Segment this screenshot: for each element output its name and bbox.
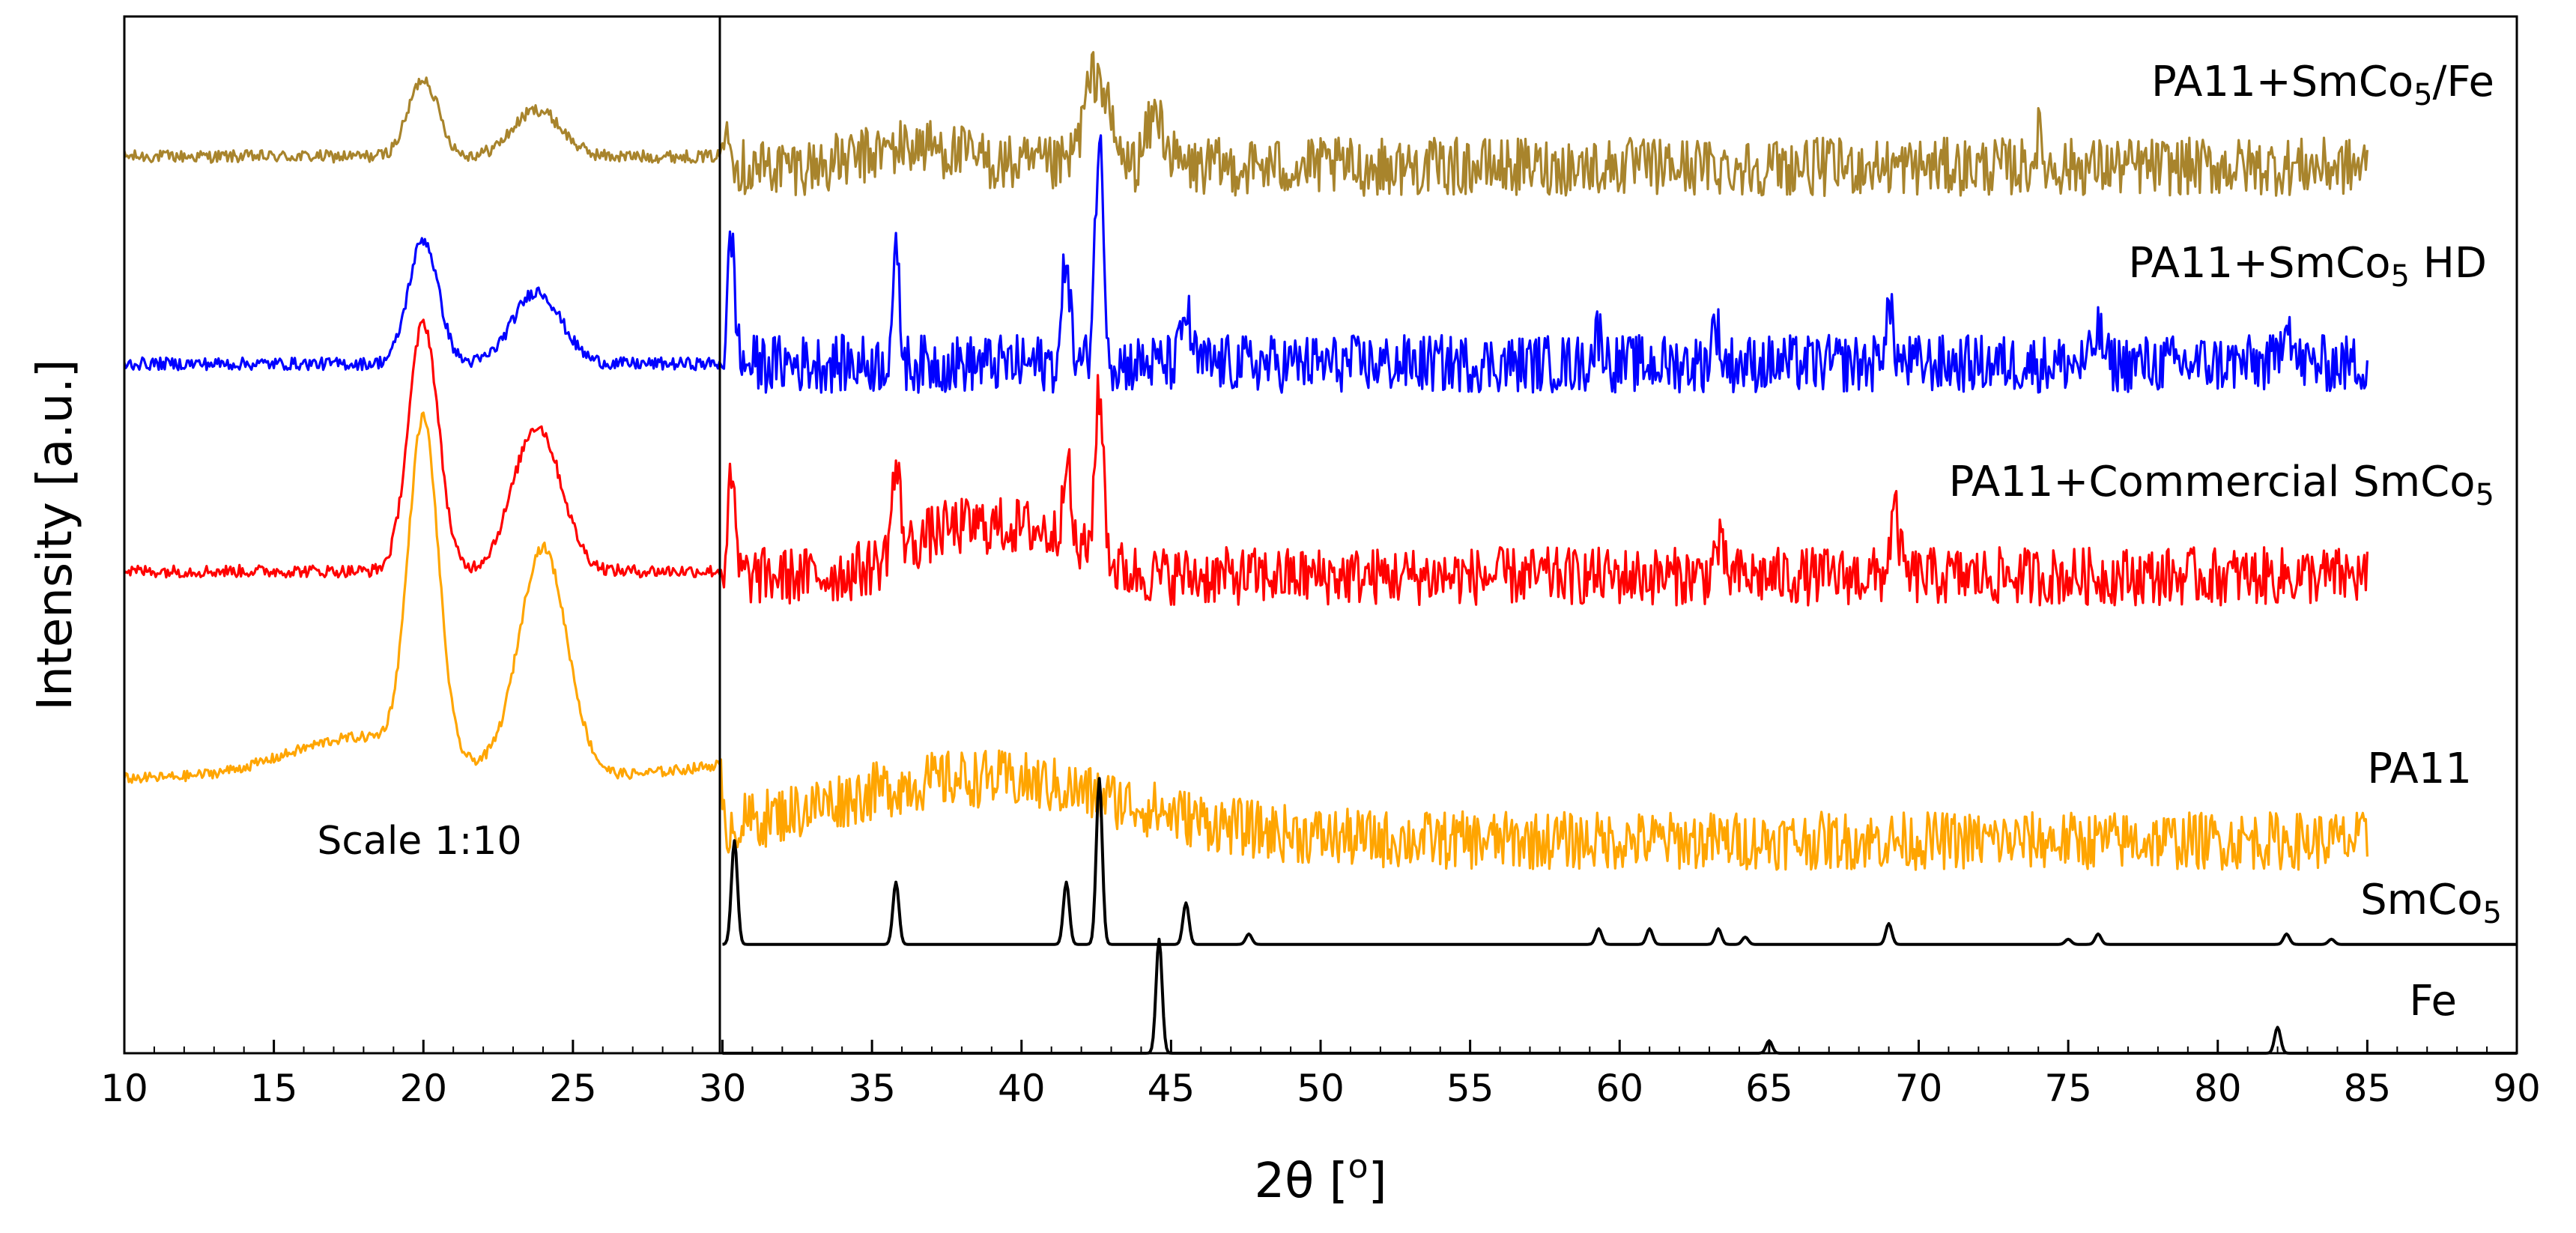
series-line-pa11-smco5-hd [123,134,2369,394]
x-tick-label: 60 [1595,1067,1643,1110]
inset-scale-annotation: Scale 1:10 [317,819,521,864]
x-tick-label: 15 [250,1067,298,1110]
x-tick-label: 80 [2194,1067,2242,1110]
series-line-pa11-commercial-smco5 [123,318,2369,607]
y-axis-title: Intensity [a.u.] [28,359,83,710]
series-label-pa11-smco5-fe: PA11+SmCo5/Fe [2151,58,2494,112]
x-tick-label: 65 [1745,1067,1793,1110]
series-label-pa11: PA11 [2367,745,2472,793]
series-label-pa11-commercial-smco5: PA11+Commercial SmCo5 [1949,458,2494,512]
series-label-smco5: SmCo5 [2360,876,2502,930]
x-tick-label: 70 [1895,1067,1943,1110]
x-tick-label: 25 [549,1067,597,1110]
x-tick-label: 90 [2493,1067,2541,1110]
x-tick-label: 20 [399,1067,447,1110]
series-labels: PA11+SmCo5/Fe PA11+SmCo5 HD PA11+Commercia… [1949,58,2502,1026]
series-line-pa11 [123,411,2369,871]
x-tick-label: 40 [998,1067,1046,1110]
x-tick-label: 10 [100,1067,148,1110]
plot-area: 10 15 20 25 30 35 40 45 50 55 60 65 70 75 80 85 90 [100,15,2541,1110]
x-tick-label: 30 [699,1067,747,1110]
x-axis-ticks: 10 15 20 25 30 35 40 45 50 55 60 65 70 75 80 85 90 [100,1040,2541,1110]
series-label-fe: Fe [2409,977,2457,1026]
series-line-smco5 [722,777,2517,946]
x-tick-label: 35 [848,1067,896,1110]
x-tick-label: 55 [1446,1067,1494,1110]
x-tick-label: 45 [1148,1067,1195,1110]
x-tick-label: 50 [1297,1067,1345,1110]
x-tick-label: 85 [2344,1067,2392,1110]
x-tick-label: 75 [2044,1067,2092,1110]
series-line-pa11-smco5-fe [123,51,2369,197]
series-label-pa11-smco5-hd: PA11+SmCo5 HD [2128,239,2487,294]
x-axis-title: 2θ [o] [1254,1148,1387,1209]
